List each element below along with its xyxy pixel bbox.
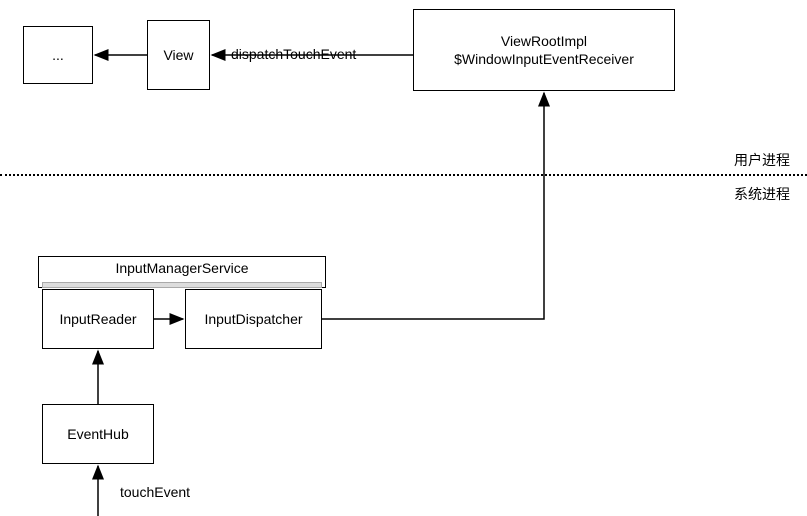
node-viewrootimpl: ViewRootImpl $WindowInputEventReceiver bbox=[413, 9, 675, 91]
ims-bar bbox=[42, 282, 322, 288]
node-ellipsis-label: ... bbox=[52, 46, 64, 64]
label-system-process: 系统进程 bbox=[734, 184, 790, 204]
label-dispatchtouchevent: dispatchTouchEvent bbox=[231, 46, 356, 62]
node-ims-label: InputManagerService bbox=[38, 260, 326, 276]
label-touchevent: touchEvent bbox=[120, 484, 190, 500]
node-eventhub: EventHub bbox=[42, 404, 154, 464]
node-inputreader: InputReader bbox=[42, 289, 154, 349]
label-user-process: 用户进程 bbox=[734, 150, 790, 170]
node-inputdispatcher-label: InputDispatcher bbox=[204, 310, 302, 328]
node-inputreader-label: InputReader bbox=[59, 310, 136, 328]
node-view-label: View bbox=[163, 46, 193, 64]
node-inputdispatcher: InputDispatcher bbox=[185, 289, 322, 349]
node-viewrootimpl-label: ViewRootImpl $WindowInputEventReceiver bbox=[454, 32, 634, 68]
node-ellipsis: ... bbox=[23, 26, 93, 84]
node-view: View bbox=[147, 20, 210, 90]
node-eventhub-label: EventHub bbox=[67, 425, 128, 443]
divider-line bbox=[0, 174, 807, 176]
